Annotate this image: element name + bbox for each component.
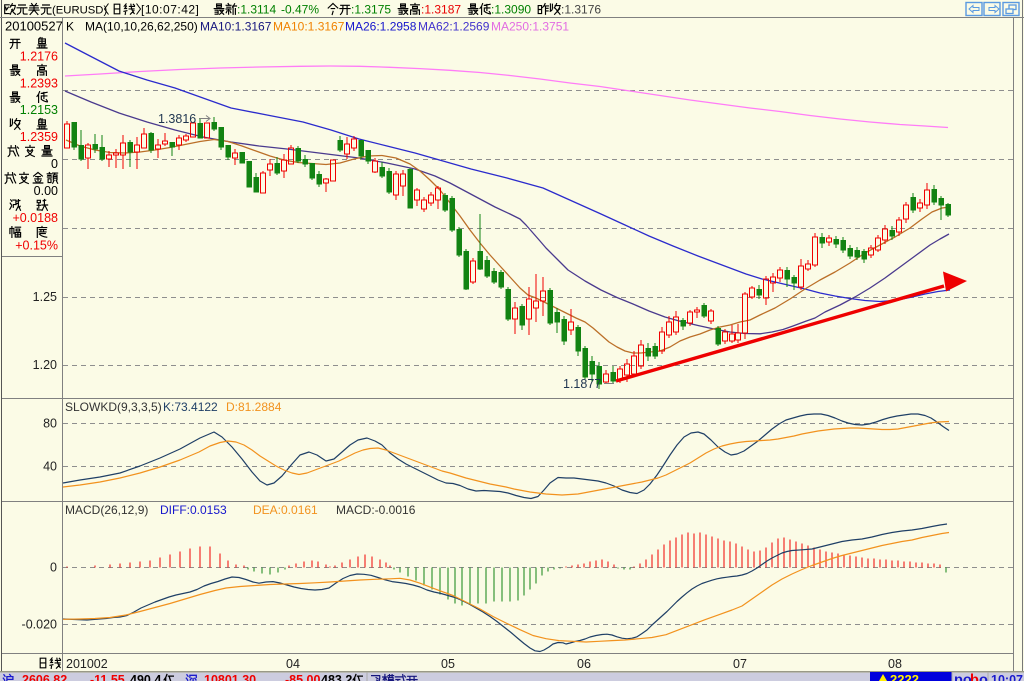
svg-text:08: 08 [888, 657, 902, 671]
svg-text:[10:07:42]: [10:07:42] [141, 3, 199, 17]
svg-text::1.3114: :1.3114 [237, 3, 276, 17]
svg-text::1.3090: :1.3090 [491, 3, 531, 17]
svg-text:-85.00: -85.00 [285, 673, 320, 681]
svg-text:1.3816: 1.3816 [158, 112, 196, 126]
svg-text::1.3187: :1.3187 [421, 3, 461, 17]
svg-text:K: K [66, 20, 74, 34]
svg-text:MACD:-0.0016: MACD:-0.0016 [336, 503, 416, 517]
svg-text:K:73.4122: K:73.4122 [163, 400, 218, 414]
svg-text:MACD(26,12,9): MACD(26,12,9) [65, 503, 148, 517]
svg-text:80: 80 [43, 417, 57, 431]
svg-text:07: 07 [733, 657, 747, 671]
svg-text:10:07: 10:07 [991, 673, 1023, 681]
svg-text:201002: 201002 [66, 657, 108, 671]
svg-text:DIFF:0.0153: DIFF:0.0153 [160, 503, 227, 517]
svg-text:40: 40 [43, 460, 57, 474]
svg-text:-0.020: -0.020 [22, 618, 57, 632]
svg-text:D:81.2884: D:81.2884 [226, 400, 282, 414]
svg-text:MA10:1.3167: MA10:1.3167 [273, 20, 345, 34]
svg-text:+0.0188: +0.0188 [12, 211, 58, 225]
svg-text:2222: 2222 [890, 672, 919, 681]
svg-text:0: 0 [51, 157, 58, 171]
svg-text:1.20: 1.20 [33, 358, 57, 372]
svg-text:483.2: 483.2 [321, 673, 352, 681]
svg-text:1.25: 1.25 [33, 290, 57, 304]
svg-text:MA10:1.3167: MA10:1.3167 [200, 20, 272, 34]
svg-text:0.00: 0.00 [34, 184, 58, 198]
svg-text:490.4: 490.4 [130, 673, 161, 681]
svg-text:1.2393: 1.2393 [20, 77, 58, 91]
svg-text::1.3175: :1.3175 [351, 3, 391, 17]
svg-text:0: 0 [50, 561, 57, 575]
svg-text:1.2153: 1.2153 [20, 103, 58, 117]
svg-text:MA250:1.3751: MA250:1.3751 [491, 20, 569, 34]
svg-text:MA26:1.2958: MA26:1.2958 [345, 20, 417, 34]
svg-text:SLOWKD(9,3,3,5): SLOWKD(9,3,3,5) [65, 400, 162, 414]
svg-text:-0.47%: -0.47% [281, 3, 319, 17]
svg-text:1.2176: 1.2176 [20, 50, 58, 64]
svg-text:(EURUSD): (EURUSD) [52, 5, 107, 17]
svg-text:o: o [979, 673, 988, 681]
svg-text:+0.15%: +0.15% [15, 239, 58, 253]
svg-text::1.3176: :1.3176 [561, 3, 601, 17]
svg-text:po: po [954, 673, 972, 681]
svg-text:10801.30: 10801.30 [204, 673, 256, 681]
svg-text:b: b [970, 673, 979, 681]
svg-text:MA62:1.2569: MA62:1.2569 [418, 20, 490, 34]
svg-text:20100527: 20100527 [5, 19, 63, 34]
svg-text:1.1877: 1.1877 [563, 377, 601, 391]
svg-text:05: 05 [441, 657, 455, 671]
svg-text:DEA:0.0161: DEA:0.0161 [253, 503, 318, 517]
svg-text:1.2359: 1.2359 [20, 130, 58, 144]
svg-text:2606.82: 2606.82 [22, 673, 67, 681]
svg-text:04: 04 [286, 657, 300, 671]
svg-text:MA(10,10,26,62,250): MA(10,10,26,62,250) [85, 20, 198, 34]
svg-text:-11.55: -11.55 [90, 673, 125, 681]
svg-text:06: 06 [577, 657, 591, 671]
